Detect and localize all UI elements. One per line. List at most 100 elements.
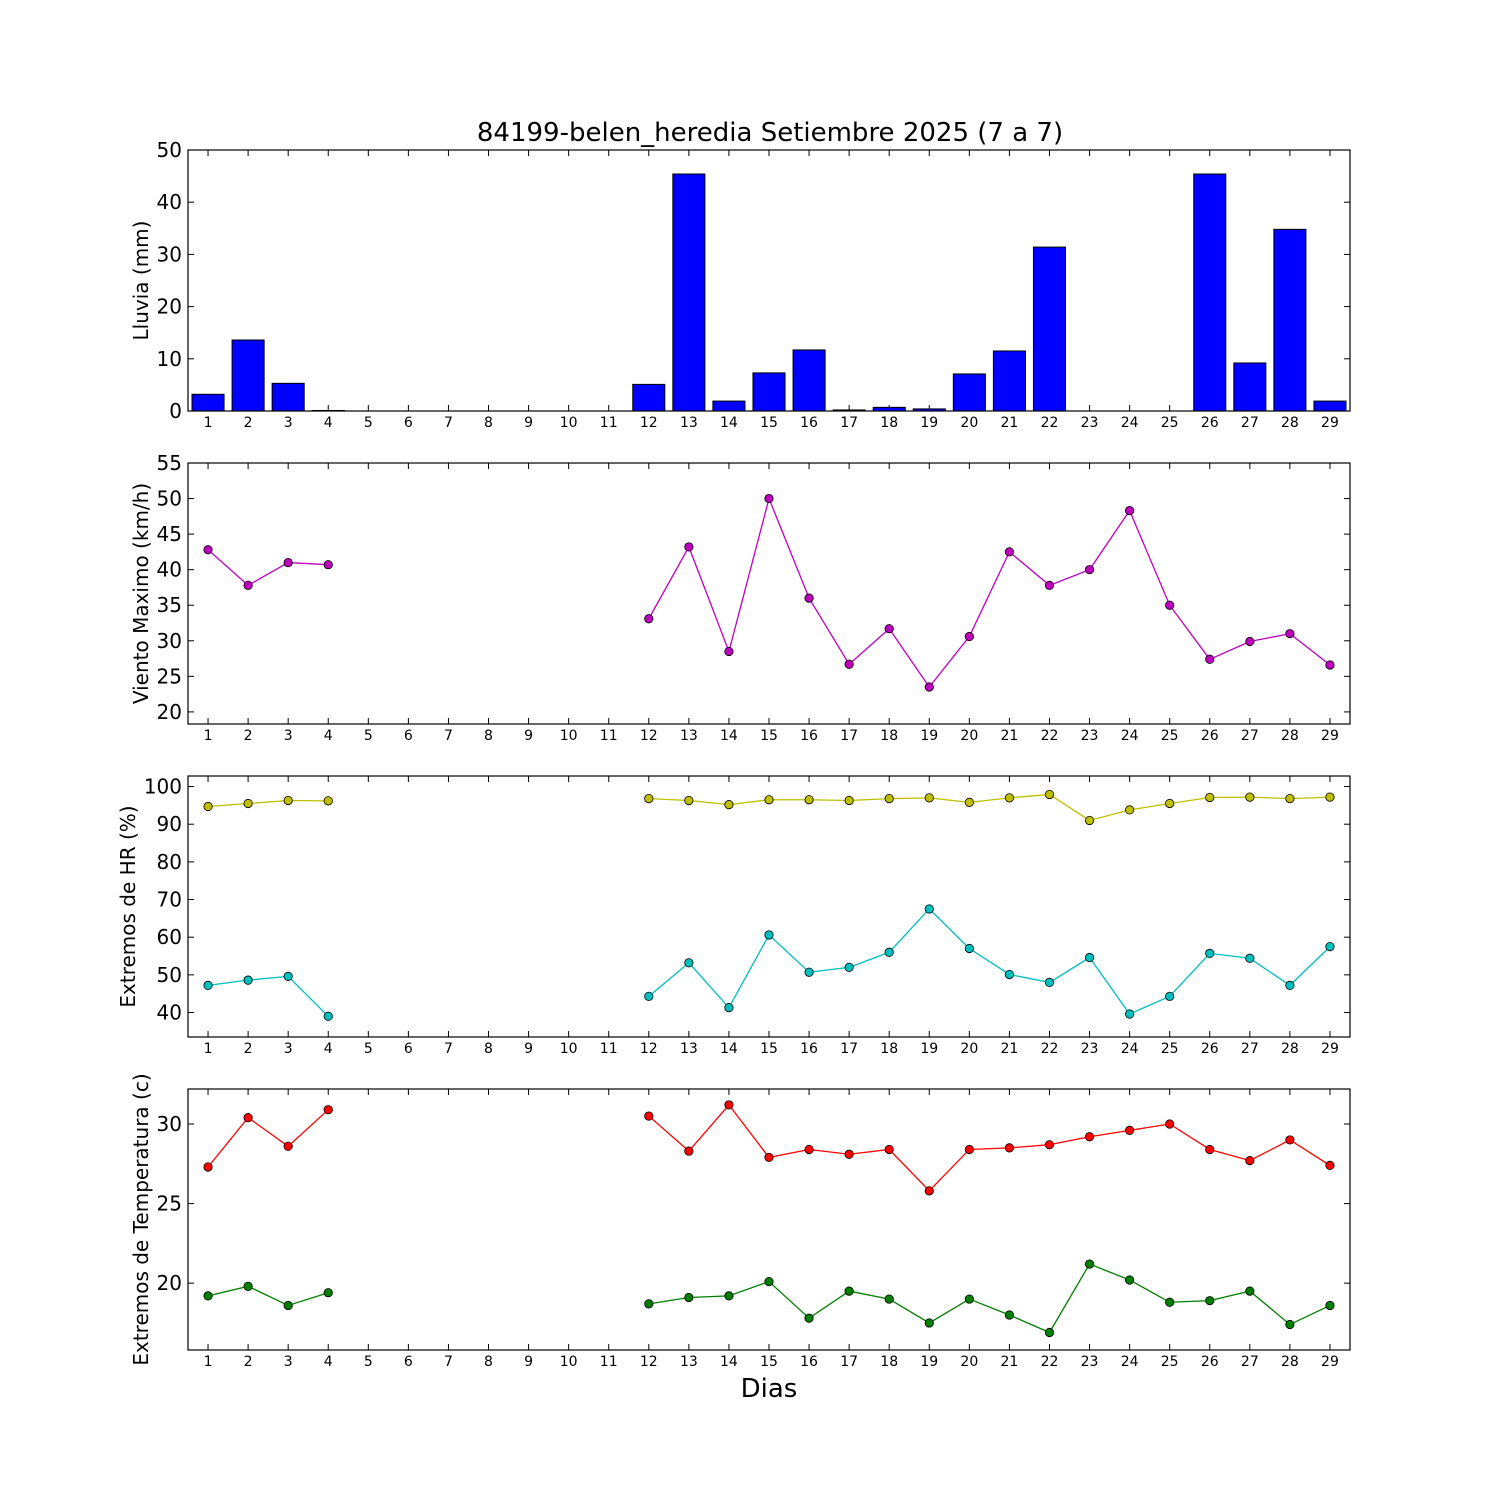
y-tick-label: 90 bbox=[157, 812, 182, 836]
bar bbox=[271, 382, 305, 412]
x-tick-label: 5 bbox=[364, 1354, 373, 1370]
x-tick-label: 23 bbox=[1081, 415, 1099, 431]
data-point bbox=[1044, 1140, 1055, 1150]
data-point bbox=[924, 1318, 934, 1328]
data-point bbox=[1125, 1125, 1135, 1135]
bar bbox=[672, 173, 706, 412]
data-point bbox=[1245, 1156, 1255, 1166]
data-point bbox=[884, 1294, 894, 1304]
data-point bbox=[964, 1294, 974, 1304]
data-point bbox=[684, 542, 694, 552]
x-tick-label: 25 bbox=[1161, 415, 1179, 431]
x-tick-label: 14 bbox=[720, 728, 738, 744]
x-tick-label: 15 bbox=[760, 728, 778, 744]
y-tick-label: 30 bbox=[157, 629, 182, 653]
x-tick-label: 13 bbox=[680, 1354, 698, 1370]
x-tick-label: 27 bbox=[1241, 728, 1259, 744]
x-tick-label: 5 bbox=[364, 415, 373, 431]
x-tick-label: 20 bbox=[960, 1041, 978, 1057]
data-point bbox=[724, 646, 734, 657]
data-point bbox=[804, 593, 814, 603]
x-tick-label: 29 bbox=[1321, 415, 1339, 431]
data-point bbox=[1205, 1296, 1215, 1306]
y-tick-label: 55 bbox=[157, 451, 182, 475]
x-tick-label: 9 bbox=[524, 1041, 533, 1057]
x-tick-label: 5 bbox=[364, 728, 373, 744]
x-tick-label: 14 bbox=[720, 1354, 738, 1370]
x-tick-label: 12 bbox=[640, 1041, 658, 1057]
series-line bbox=[207, 1285, 329, 1307]
data-point bbox=[203, 1162, 213, 1172]
x-tick-label: 11 bbox=[600, 1354, 618, 1370]
data-point bbox=[644, 614, 654, 624]
x-tick-label: 10 bbox=[560, 1354, 578, 1370]
x-tick-label: 10 bbox=[560, 415, 578, 431]
x-tick-label: 26 bbox=[1201, 415, 1219, 431]
x-tick-label: 14 bbox=[720, 415, 738, 431]
x-tick-label: 17 bbox=[840, 1041, 858, 1057]
data-point bbox=[724, 800, 734, 810]
data-point bbox=[964, 797, 974, 807]
y-tick-label: 50 bbox=[157, 487, 182, 511]
x-tick-label: 1 bbox=[204, 1354, 213, 1370]
series-line bbox=[648, 1103, 1331, 1192]
x-tick-label: 11 bbox=[600, 415, 618, 431]
x-tick-label: 9 bbox=[524, 415, 533, 431]
data-point bbox=[684, 958, 694, 968]
series-line bbox=[207, 549, 329, 587]
y-tick-label: 80 bbox=[157, 850, 182, 874]
x-tick-label: 21 bbox=[1000, 728, 1018, 744]
data-point bbox=[724, 1003, 734, 1013]
data-point bbox=[1165, 600, 1175, 610]
x-tick-label: 27 bbox=[1241, 1354, 1259, 1370]
data-point bbox=[844, 962, 854, 972]
data-point bbox=[1245, 1286, 1255, 1296]
y-tick-label: 0 bbox=[169, 399, 182, 423]
data-point bbox=[964, 631, 974, 642]
data-point bbox=[804, 1313, 814, 1323]
x-tick-label: 16 bbox=[800, 1041, 818, 1057]
x-tick-label: 17 bbox=[840, 1354, 858, 1370]
x-tick-label: 26 bbox=[1201, 728, 1219, 744]
x-tick-label: 7 bbox=[444, 415, 453, 431]
data-point bbox=[844, 659, 854, 669]
x-tick-label: 16 bbox=[800, 1354, 818, 1370]
x-tick-label: 3 bbox=[284, 1041, 293, 1057]
x-tick-label: 9 bbox=[524, 728, 533, 744]
x-tick-label: 25 bbox=[1161, 1041, 1179, 1057]
x-tick-label: 22 bbox=[1041, 1354, 1059, 1370]
y-tick-label: 70 bbox=[157, 888, 182, 912]
bar bbox=[1273, 228, 1307, 412]
x-tick-label: 24 bbox=[1121, 728, 1139, 744]
bar bbox=[1193, 173, 1227, 412]
axes-frame bbox=[187, 149, 1351, 412]
x-tick-label: 20 bbox=[960, 728, 978, 744]
x-tick-label: 11 bbox=[600, 728, 618, 744]
x-tick-label: 12 bbox=[640, 415, 658, 431]
data-point bbox=[964, 943, 974, 954]
data-point bbox=[323, 560, 333, 570]
data-point bbox=[644, 1299, 654, 1309]
data-point bbox=[764, 1276, 774, 1287]
x-tick-label: 11 bbox=[600, 1041, 618, 1057]
data-point bbox=[884, 624, 894, 634]
bar bbox=[992, 350, 1026, 412]
data-point bbox=[243, 580, 253, 590]
figure-title: 84199-belen_heredia Setiembre 2025 (7 a … bbox=[477, 118, 1063, 148]
x-tick-label: 27 bbox=[1241, 415, 1259, 431]
y-tick-label: 40 bbox=[157, 190, 182, 214]
bar bbox=[952, 373, 986, 412]
bar bbox=[1032, 246, 1067, 412]
data-point bbox=[203, 1291, 213, 1301]
x-tick-label: 24 bbox=[1121, 1041, 1139, 1057]
x-tick-label: 9 bbox=[524, 1354, 533, 1370]
data-point bbox=[1285, 793, 1295, 804]
data-point bbox=[243, 1281, 253, 1291]
bar bbox=[231, 339, 265, 412]
data-point bbox=[1125, 1009, 1135, 1019]
data-point bbox=[644, 793, 654, 804]
x-tick-label: 6 bbox=[404, 1041, 413, 1057]
data-point bbox=[243, 1113, 253, 1123]
